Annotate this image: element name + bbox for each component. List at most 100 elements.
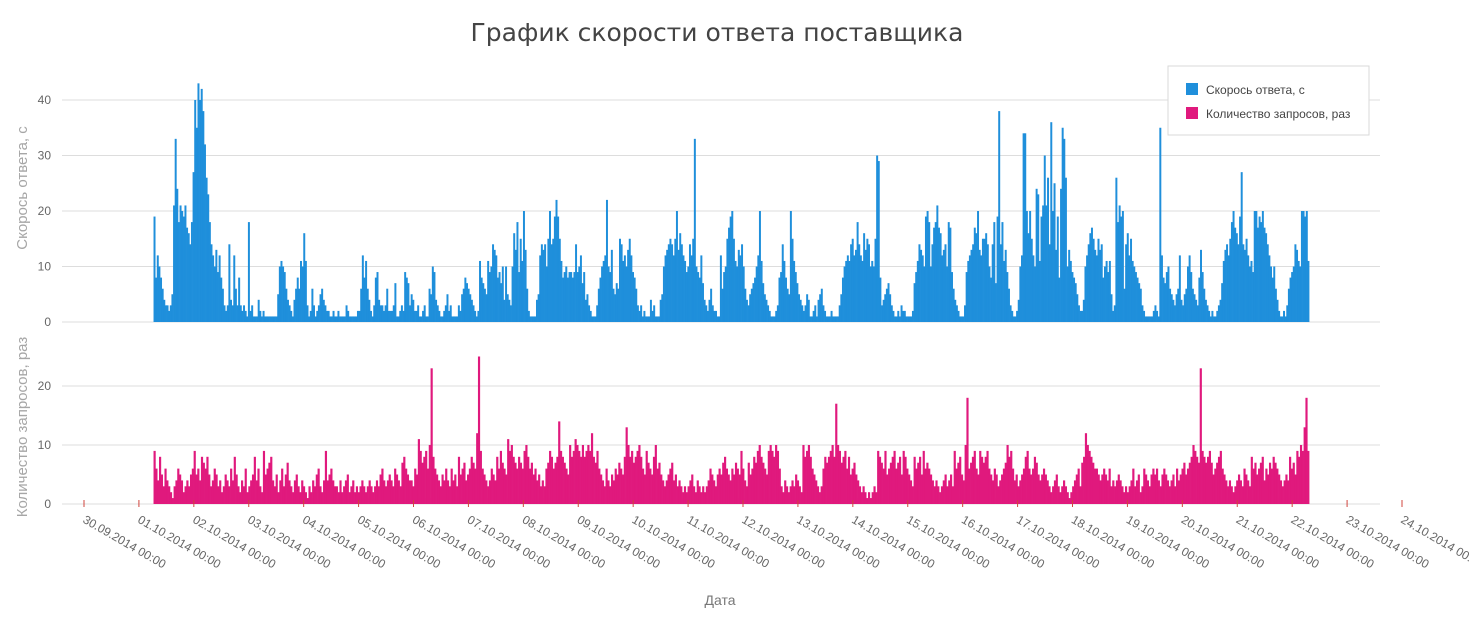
request-count-bar [1163,468,1166,504]
request-count-bar [1298,456,1301,504]
response-time-bar [171,294,174,322]
response-time-bar [531,316,534,322]
response-time-bar [778,277,781,322]
request-count-bar [549,450,552,504]
request-count-bar [714,486,718,504]
response-time-bar [1128,255,1131,322]
response-time-bar [812,310,815,322]
response-time-bar [653,305,656,322]
request-count-bar [1177,480,1181,504]
request-count-bar [425,450,428,504]
request-count-bar [968,468,971,504]
response-time-bar [441,316,444,322]
request-count-bar [443,480,446,504]
request-count-bar [439,486,442,504]
request-count-bar [866,498,869,504]
request-count-bar [1033,456,1037,504]
request-count-bar [725,468,728,504]
response-time-bar [983,238,986,322]
response-time-bar [633,277,636,322]
response-time-bar [1177,288,1180,322]
request-count-bar [762,462,765,504]
response-time-bar [500,283,503,322]
response-time-bar [1283,310,1286,322]
request-count-bar [882,468,885,504]
response-time-bar [410,294,413,322]
request-count-bar [928,468,931,504]
request-count-bar [1172,474,1175,504]
response-time-bar [1047,177,1050,322]
response-time-bar [516,222,519,322]
request-count-bar [1232,492,1235,504]
request-count-bar [1152,468,1155,504]
request-count-bar [937,486,940,504]
response-time-bar [386,288,389,322]
request-count-bar [1015,474,1018,504]
request-count-bar [984,456,987,504]
response-time-bar [348,316,351,322]
response-time-bar [1284,316,1287,322]
request-count-bar [940,486,944,504]
request-count-bar [272,480,275,504]
response-time-bar [662,266,665,322]
response-time-bar [350,316,353,322]
request-count-bar [354,492,357,504]
request-count-bar [1263,480,1266,504]
request-count-bar [222,486,225,504]
request-count-bar [241,480,244,504]
request-count-bar [751,468,754,504]
response-time-bar [306,305,309,322]
request-count-bar [1141,486,1144,504]
response-time-bar [506,294,509,322]
response-time-bar [1216,310,1219,322]
response-time-bar [466,283,468,322]
response-time-bar [1133,266,1136,322]
response-time-bar [954,299,957,322]
request-count-bar [716,474,719,504]
request-count-bar [660,474,663,504]
request-count-bar [1104,474,1108,504]
request-count-bar [1013,480,1016,504]
response-time-bar [734,260,737,322]
response-time-bar [1141,305,1144,322]
response-time-bar [1159,127,1162,322]
response-time-bar [1087,244,1090,322]
response-time-bar [295,288,298,322]
request-count-bar [667,474,670,504]
response-time-bar [822,305,825,322]
request-count-bar [341,492,344,504]
request-count-bar [1039,480,1042,504]
request-count-bar [479,450,482,504]
request-count-bar [702,486,705,504]
request-count-bar [580,456,583,504]
response-time-bar [1213,316,1216,322]
legend-label-request-count: Количество запросов, раз [1206,107,1351,121]
request-count-bar [1130,480,1133,504]
response-time-bar [1058,277,1061,322]
request-count-bar [678,480,681,504]
request-count-bar [749,474,752,504]
request-count-bar [410,480,413,504]
request-count-bar [1097,474,1100,504]
request-count-bar [1021,474,1024,504]
request-count-bar [488,480,492,504]
request-count-bar [917,462,920,504]
request-count-bar [204,468,207,504]
request-count-bar [1212,474,1215,504]
request-count-bar [1292,462,1295,504]
response-time-bar [1193,294,1196,322]
request-count-bar [169,492,173,504]
response-time-bar [1110,294,1113,322]
request-count-bar [503,468,506,504]
request-count-bar [738,474,741,504]
request-count-bar [643,474,646,504]
response-time-bar [537,294,540,322]
response-time-bar [1003,260,1006,322]
response-time-bar [192,172,195,322]
request-count-bar [1201,450,1204,504]
response-time-bar [496,277,499,322]
request-count-bar [268,462,271,504]
response-time-bar [563,272,566,322]
request-count-bar [545,468,548,504]
response-time-bar [524,249,527,322]
